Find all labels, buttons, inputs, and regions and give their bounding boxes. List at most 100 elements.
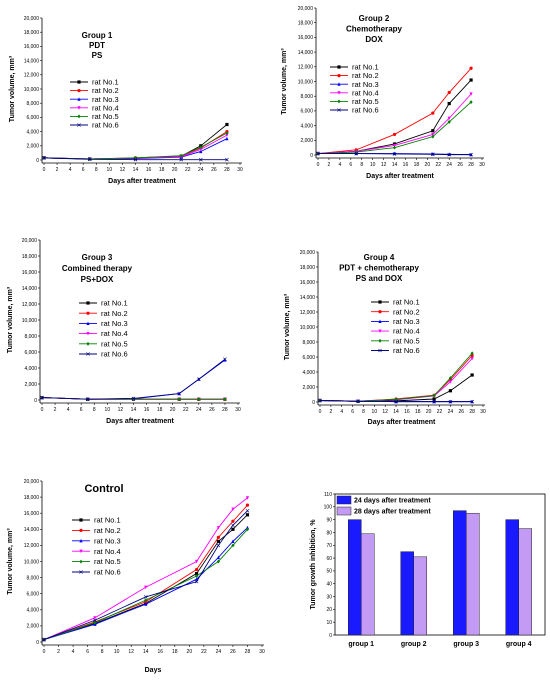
y-tick-label: 8,000 bbox=[300, 94, 313, 100]
data-point bbox=[177, 397, 181, 402]
x-tick-label: 26 bbox=[211, 167, 217, 173]
data-point bbox=[225, 122, 229, 127]
legend-label: rat No.3 bbox=[101, 319, 128, 328]
x-tick-label: 18 bbox=[159, 167, 165, 173]
y-tick-label: 12,000 bbox=[24, 73, 40, 79]
data-point bbox=[144, 585, 148, 590]
x-tick-label: group 4 bbox=[506, 641, 532, 648]
x-tick-label: 20 bbox=[187, 649, 193, 655]
legend-marker bbox=[86, 321, 90, 325]
data-point bbox=[354, 150, 358, 154]
x-tick-label: 2 bbox=[328, 162, 331, 168]
data-point bbox=[392, 132, 397, 137]
data-point bbox=[231, 527, 235, 531]
series-line bbox=[318, 153, 472, 156]
plot-frame bbox=[334, 493, 546, 636]
x-tick-label: 30 bbox=[480, 409, 486, 415]
chart-title: Group 3 bbox=[82, 253, 113, 262]
data-point bbox=[195, 567, 199, 572]
data-point bbox=[195, 571, 199, 576]
y-tick-label: 30 bbox=[326, 594, 332, 600]
series-line bbox=[43, 528, 248, 641]
y-tick-label: 10,000 bbox=[22, 318, 38, 324]
y-tick-label: 18,000 bbox=[300, 265, 316, 271]
data-point bbox=[93, 616, 97, 620]
legend-marker bbox=[77, 123, 81, 127]
y-tick-label: 80 bbox=[326, 530, 332, 536]
data-point bbox=[431, 111, 435, 115]
legend-label: rat No.2 bbox=[352, 71, 379, 80]
x-tick-label: 22 bbox=[437, 409, 443, 415]
x-tick-label: 4 bbox=[340, 409, 343, 415]
data-point bbox=[245, 496, 250, 500]
y-tick-label: 18,000 bbox=[24, 30, 40, 36]
x-tick-label: 22 bbox=[183, 407, 189, 413]
y-tick-label: 10,000 bbox=[298, 79, 314, 85]
legend-label: rat No.1 bbox=[94, 516, 121, 525]
bar bbox=[361, 533, 375, 636]
x-tick-label: 24 bbox=[216, 649, 222, 655]
x-tick-label: 26 bbox=[209, 407, 215, 413]
y-tick-label: 18,000 bbox=[298, 21, 314, 27]
x-tick-label: 10 bbox=[114, 649, 120, 655]
series-line bbox=[41, 358, 226, 400]
legend-label: rat No.6 bbox=[352, 106, 379, 115]
y-tick-label: 16,000 bbox=[24, 44, 40, 50]
chart-title: PS+DOX bbox=[81, 275, 114, 284]
series-line bbox=[319, 400, 473, 403]
x-tick-label: 26 bbox=[230, 649, 236, 655]
data-point bbox=[245, 513, 250, 517]
data-point bbox=[245, 508, 250, 513]
y-axis-label: Tumor volume, mm³ bbox=[9, 55, 16, 122]
data-point bbox=[448, 389, 452, 393]
legend-label: rat No.3 bbox=[352, 80, 379, 89]
legend-label: rat No.3 bbox=[92, 95, 119, 104]
x-tick-label: 4 bbox=[338, 162, 341, 168]
data-point bbox=[194, 579, 199, 584]
x-tick-label: 14 bbox=[133, 167, 139, 173]
legend-marker bbox=[337, 91, 341, 95]
data-point bbox=[245, 527, 250, 532]
chart-control: 0 2,000 4,000 6,000 8,000 10,000 12,000 14,000 1… bbox=[7, 479, 265, 674]
y-tick-label: 16,000 bbox=[298, 35, 314, 41]
chart-title: Group 1 bbox=[82, 31, 113, 40]
x-tick-label: 20 bbox=[425, 162, 431, 168]
x-tick-label: 8 bbox=[95, 167, 98, 173]
y-tick-label: 2,000 bbox=[300, 138, 313, 144]
legend-marker bbox=[77, 106, 81, 110]
data-point bbox=[469, 92, 473, 96]
y-axis-label: Tumor volume, mm³ bbox=[284, 293, 291, 360]
data-point bbox=[448, 380, 452, 384]
legend-marker bbox=[77, 80, 81, 84]
x-tick-label: 10 bbox=[105, 407, 111, 413]
data-point bbox=[195, 559, 199, 564]
series-line bbox=[317, 101, 472, 154]
x-tick-label: 28 bbox=[245, 649, 251, 655]
legend-label: rat No.6 bbox=[393, 346, 420, 355]
data-point bbox=[231, 543, 235, 548]
y-tick-label: 6,000 bbox=[24, 350, 37, 356]
chart-title: Control bbox=[84, 483, 123, 495]
series-line bbox=[43, 124, 228, 160]
x-tick-label: 8 bbox=[101, 649, 104, 655]
x-tick-label: 16 bbox=[403, 162, 409, 168]
legend-marker bbox=[378, 329, 382, 333]
x-tick-label: 30 bbox=[237, 167, 243, 173]
x-tick-label: 14 bbox=[131, 407, 137, 413]
x-tick-label: 30 bbox=[235, 407, 241, 413]
legend-label: rat No.4 bbox=[94, 547, 121, 556]
chart-title: PS and DOX bbox=[356, 274, 403, 283]
legend-marker bbox=[79, 538, 83, 543]
legend-label: rat No.4 bbox=[352, 88, 379, 97]
y-tick-label: 4,000 bbox=[26, 129, 39, 135]
data-point bbox=[225, 133, 229, 138]
y-tick-label: 16,000 bbox=[24, 511, 40, 517]
y-axis-label: Tumor volume, mm³ bbox=[281, 48, 288, 115]
legend-marker bbox=[77, 89, 81, 93]
x-tick-label: 28 bbox=[469, 409, 475, 415]
x-tick-label: 4 bbox=[67, 407, 70, 413]
y-tick-label: 2,000 bbox=[26, 624, 39, 630]
legend-label: rat No.6 bbox=[94, 568, 121, 577]
legend-marker bbox=[79, 518, 83, 522]
y-tick-label: 2,000 bbox=[302, 385, 315, 391]
